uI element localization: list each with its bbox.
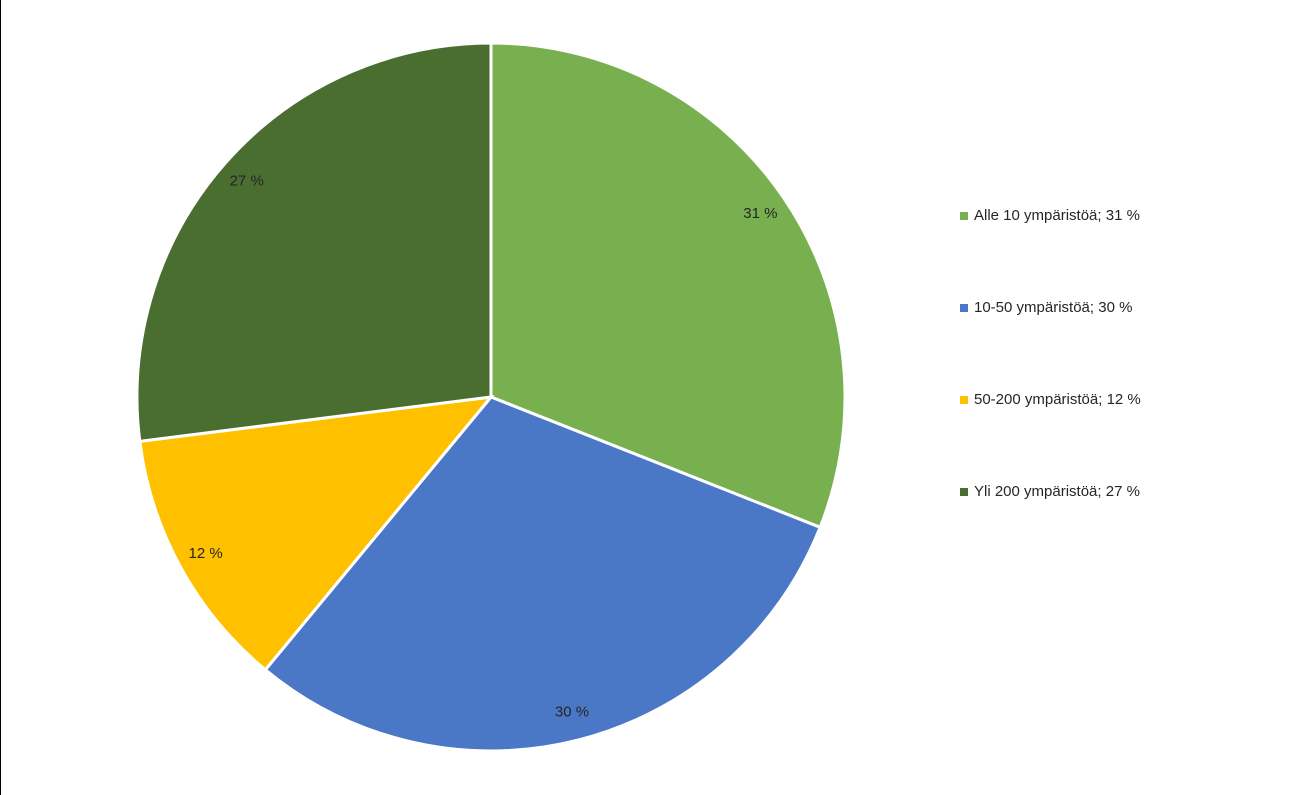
pie-slice — [263, 395, 823, 753]
legend-swatch — [960, 396, 968, 404]
legend-swatch — [960, 212, 968, 220]
legend-label: 50-200 ympäristöä; 12 % — [974, 391, 1141, 408]
data-label: 12 % — [189, 545, 223, 562]
pie-slice — [138, 395, 495, 672]
data-label: 30 % — [555, 703, 589, 720]
pie-slice — [135, 41, 493, 444]
legend-label: Alle 10 ympäristöä; 31 % — [974, 207, 1140, 224]
data-label: 31 % — [743, 205, 777, 222]
legend-swatch — [960, 488, 968, 496]
legend-label: 10-50 ympäristöä; 30 % — [974, 299, 1132, 316]
pie-slice — [489, 41, 847, 530]
legend-swatch — [960, 304, 968, 312]
data-label: 27 % — [230, 173, 264, 190]
legend-label: Yli 200 ympäristöä; 27 % — [974, 483, 1140, 500]
